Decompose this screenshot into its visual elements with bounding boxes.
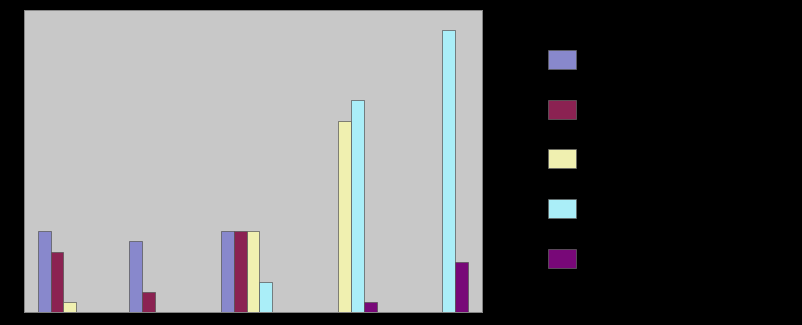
Bar [142,292,155,312]
Bar [547,249,575,268]
Bar [221,231,233,312]
Bar [547,199,575,218]
Bar [547,50,575,69]
Bar [259,282,272,312]
Bar [350,100,363,312]
Bar [442,30,455,312]
Bar [233,231,246,312]
Bar [547,150,575,168]
Bar [455,262,468,312]
Bar [63,302,76,312]
Bar [51,252,63,312]
Bar [129,241,142,312]
Bar [246,231,259,312]
Bar [38,231,51,312]
Bar [547,99,575,119]
Bar [338,121,350,312]
Bar [363,302,376,312]
